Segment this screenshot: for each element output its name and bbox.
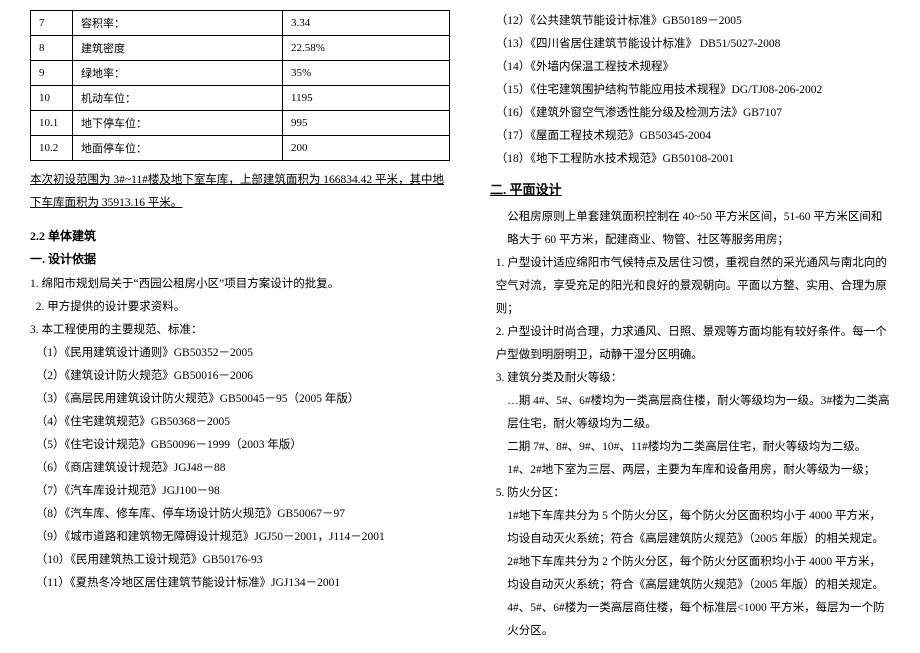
cell-idx: 10 [31, 86, 73, 111]
table-row: 9 绿地率： 35% [31, 61, 450, 86]
plane-item: 二期 7#、8#、9#、10#、11#楼均为二类高层住宅，耐火等级均为二级。 [490, 436, 890, 459]
cell-value: 35% [283, 61, 450, 86]
table-row: 10.1 地下停车位： 995 [31, 111, 450, 136]
cell-value: 22.58% [283, 36, 450, 61]
code-item: （12）《公共建筑节能设计标准》GB50189－2005 [490, 10, 890, 33]
code-item: （17）《屋面工程技术规范》GB50345-2004 [490, 125, 890, 148]
cell-label: 建筑密度 [73, 36, 283, 61]
cell-idx: 7 [31, 11, 73, 36]
plane-design-title: 二. 平面设计 [490, 179, 890, 198]
plane-item: 5. 防火分区： [490, 482, 890, 505]
cell-idx: 8 [31, 36, 73, 61]
table-row: 7 容积率： 3.34 [31, 11, 450, 36]
table-row: 10 机动车位： 1195 [31, 86, 450, 111]
cell-idx: 10.1 [31, 111, 73, 136]
scope-note: 本次初设范围为 3#~11#楼及地下室车库，上部建筑面积为 166834.42 … [30, 169, 450, 215]
table-row: 8 建筑密度 22.58% [31, 36, 450, 61]
cell-value: 1195 [283, 86, 450, 111]
plane-item: 2#地下车库共分为 2 个防火分区，每个防火分区面积均小于 4000 平方米，均… [490, 551, 890, 597]
design-basis-item: 3. 本工程使用的主要规范、标准： [30, 319, 450, 342]
cell-idx: 10.2 [31, 136, 73, 161]
code-item: （6）《商店建筑设计规范》JGJ48－88 [30, 457, 450, 480]
code-item: （11）《夏热冬冷地区居住建筑节能设计标准》JGJ134－2001 [30, 572, 450, 595]
cell-label: 机动车位： [73, 86, 283, 111]
code-item: （2）《建筑设计防火规范》GB50016－2006 [30, 365, 450, 388]
cell-idx: 9 [31, 61, 73, 86]
plane-item: 4#、5#、6#楼为一类高层商住楼，每个标准层<1000 平方米，每层为一个防火… [490, 597, 890, 643]
code-item: （14）《外墙内保温工程技术规程》 [490, 56, 890, 79]
code-item: （5）《住宅设计规范》GB50096－1999（2003 年版） [30, 434, 450, 457]
indicators-table: 7 容积率： 3.34 8 建筑密度 22.58% 9 绿地率： 35% 10 … [30, 10, 450, 161]
cell-value: 995 [283, 111, 450, 136]
right-column: （12）《公共建筑节能设计标准》GB50189－2005 （13）《四川省居住建… [490, 10, 890, 643]
plane-item: 1#、2#地下室为三层、两层，主要为车库和设备用房，耐火等级为一级； [490, 459, 890, 482]
code-item: （1）《民用建筑设计通则》GB50352－2005 [30, 342, 450, 365]
cell-label: 容积率： [73, 11, 283, 36]
design-basis-title: 一. 设计依据 [30, 250, 450, 267]
code-item: （3）《高层民用建筑设计防火规范》GB50045－95（2005 年版） [30, 388, 450, 411]
section-2-2-title: 2.2 单体建筑 [30, 227, 450, 244]
plane-item: 1. 户型设计适应绵阳市气候特点及居住习惯，重视自然的采光通风与南北向的空气对流… [490, 252, 890, 321]
cell-label: 绿地率： [73, 61, 283, 86]
code-item: （9）《城市道路和建筑物无障碍设计规范》JGJ50－2001，J114－2001 [30, 526, 450, 549]
cell-label: 地面停车位： [73, 136, 283, 161]
design-basis-item: 2. 甲方提供的设计要求资料。 [30, 296, 450, 319]
document-page: 7 容积率： 3.34 8 建筑密度 22.58% 9 绿地率： 35% 10 … [0, 0, 920, 653]
code-item: （13）《四川省居住建筑节能设计标准》 DB51/5027-2008 [490, 33, 890, 56]
code-item: （16）《建筑外窗空气渗透性能分级及检测方法》GB7107 [490, 102, 890, 125]
cell-value: 3.34 [283, 11, 450, 36]
left-column: 7 容积率： 3.34 8 建筑密度 22.58% 9 绿地率： 35% 10 … [30, 10, 450, 643]
code-item: （8）《汽车库、修车库、停车场设计防火规范》GB50067－97 [30, 503, 450, 526]
plane-item: 2. 户型设计时尚合理，力求通风、日照、景观等方面均能有较好条件。每一个户型做到… [490, 321, 890, 367]
cell-label: 地下停车位： [73, 111, 283, 136]
plane-item: 1#地下车库共分为 5 个防火分区，每个防火分区面积均小于 4000 平方米，均… [490, 505, 890, 551]
code-item: （7）《汽车库设计规范》JGJ100－98 [30, 480, 450, 503]
code-item: （10）《民用建筑热工设计规范》GB50176-93 [30, 549, 450, 572]
table-row: 10.2 地面停车位： 200 [31, 136, 450, 161]
plane-item: 3. 建筑分类及耐火等级： [490, 367, 890, 390]
design-basis-item: 1. 绵阳市规划局关于“西园公租房小区”项目方案设计的批复。 [30, 273, 450, 296]
cell-value: 200 [283, 136, 450, 161]
code-item: （15）《住宅建筑围护结构节能应用技术规程》DG/TJ08-206-2002 [490, 79, 890, 102]
plane-item: …期 4#、5#、6#楼均为一类高层商住楼，耐火等级均为一级。3#楼为二类高层住… [490, 390, 890, 436]
plane-intro: 公租房原则上单套建筑面积控制在 40~50 平方米区间，51-60 平方米区间和… [490, 206, 890, 252]
code-item: （18）《地下工程防水技术规范》GB50108-2001 [490, 148, 890, 171]
code-item: （4）《住宅建筑规范》GB50368－2005 [30, 411, 450, 434]
